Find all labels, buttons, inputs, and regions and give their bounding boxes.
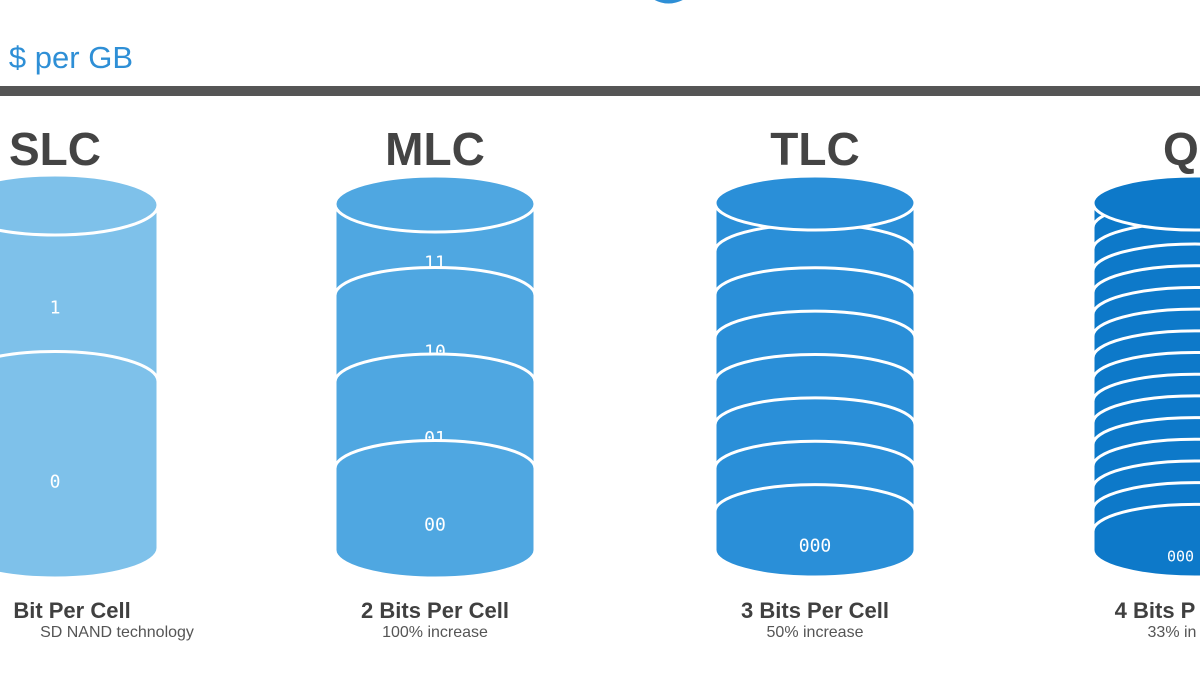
column-title-tlc: TLC: [770, 123, 860, 175]
cylinder-lid: [713, 174, 917, 232]
cell-label: 000: [1167, 548, 1194, 566]
cell-segment: [1091, 502, 1200, 579]
column-note-qlc: 33% in: [1147, 624, 1197, 641]
column-note-slc: SD NAND technology: [40, 624, 194, 641]
cylinder-lid: [333, 174, 537, 234]
header-rule: [0, 86, 1200, 96]
cell-segment: [0, 350, 160, 580]
column-title-mlc: MLC: [385, 123, 485, 175]
cell-label: 00: [424, 515, 446, 536]
cylinder-lid: [0, 173, 160, 237]
column-note-mlc: 100% increase: [382, 624, 488, 641]
cylinder-tlc: 111110101100011010001000: [713, 174, 917, 579]
cell-segment: [713, 483, 917, 579]
cylinder-qlc: 1111111101101011011001000110110100100010…: [1091, 174, 1200, 579]
column-bits-tlc: 3 Bits Per Cell: [741, 598, 889, 623]
cell-label: 0: [50, 471, 61, 492]
cell-label: 1: [50, 297, 61, 318]
cell-segment: [333, 439, 537, 580]
cell-label: 000: [799, 536, 832, 557]
column-bits-qlc: 4 Bits P: [1114, 598, 1196, 623]
column-note-tlc: 50% increase: [766, 624, 864, 641]
cylinder-slc: 10: [0, 173, 160, 580]
column-bits-slc: Bit Per Cell: [13, 598, 131, 623]
column-title-qlc: QL: [1163, 123, 1200, 175]
cylinder-lid: [1091, 174, 1200, 232]
subtitle: r $ per GB: [0, 40, 133, 75]
column-title-slc: SLC: [9, 123, 101, 175]
title-fragment: [654, 0, 683, 4]
column-bits-mlc: 2 Bits Per Cell: [361, 598, 509, 623]
